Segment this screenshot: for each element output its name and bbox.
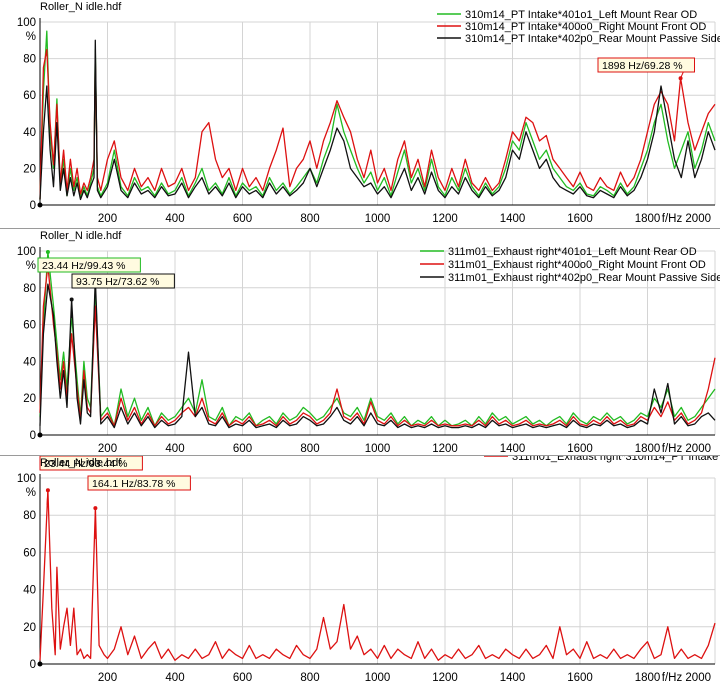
- annotation-label: 1898 Hz/69.28 %: [602, 60, 683, 72]
- y-tick-label: 80: [23, 54, 36, 66]
- x-tick-label: 1400: [500, 213, 526, 225]
- annotation-label: 93.75 Hz/73.62 %: [76, 276, 159, 288]
- annotation-marker: [679, 76, 683, 80]
- legend-label: 311m01_Exhaust right*401o1_Left Mount Re…: [448, 246, 697, 258]
- x-tick-label: 1800: [635, 672, 661, 684]
- y-axis-unit: %: [26, 260, 36, 272]
- legend-label: 311m01_Exhaust right*400o0_Right Mount F…: [448, 259, 706, 271]
- y-axis-unit: %: [26, 31, 36, 43]
- legend-label: 310m14_PT Intake*402p0_Rear Mount Passiv…: [465, 33, 720, 45]
- x-tick-label: 800: [300, 672, 319, 684]
- x-tick-label: 600: [233, 672, 252, 684]
- chart-title: Roller_N idle.hdf: [40, 1, 121, 13]
- legend-label: 311m01_Exhaust right*310m14_PT Intake: [512, 456, 718, 463]
- y-tick-label: 100: [17, 246, 36, 258]
- annotation-marker: [70, 298, 74, 302]
- x-tick-label: 800: [300, 443, 319, 455]
- x-tick-label: 1200: [432, 672, 458, 684]
- x-tick-label: 1600: [567, 672, 593, 684]
- y-tick-label: 60: [23, 547, 36, 559]
- x-tick-label: 1000: [365, 213, 391, 225]
- x-tick-label: 600: [233, 443, 252, 455]
- y-tick-label: 20: [23, 163, 36, 175]
- x-tick-label: 600: [233, 213, 252, 225]
- y-tick-label: 20: [23, 393, 36, 405]
- y-tick-label: 100: [17, 473, 36, 485]
- y-tick-label: 40: [23, 127, 36, 139]
- legend-label: 310m14_PT Intake*400o0_Right Mount Front…: [465, 21, 706, 33]
- x-tick-label: 1600: [567, 443, 593, 455]
- x-tick-label: f/Hz 2000: [662, 672, 711, 684]
- y-tick-label: 80: [23, 510, 36, 522]
- x-tick-label: 800: [300, 213, 319, 225]
- x-tick-label: f/Hz 2000: [662, 213, 711, 225]
- x-tick-label: 400: [165, 443, 184, 455]
- annotation-marker: [93, 506, 97, 510]
- annotation-marker: [46, 488, 50, 492]
- y-tick-label: 0: [30, 659, 36, 671]
- y-tick-label: 100: [17, 17, 36, 29]
- x-tick-label: 1600: [567, 213, 593, 225]
- annotation-label: 23.44 Hz/99.43 %: [42, 260, 125, 272]
- y-tick-label: 60: [23, 320, 36, 332]
- y-axis-unit: %: [26, 487, 36, 499]
- x-tick-label: f/Hz 2000: [662, 443, 711, 455]
- x-tick-label: 400: [165, 672, 184, 684]
- y-tick-label: 40: [23, 585, 36, 597]
- chart-title: Roller_N idle.hdf: [40, 230, 121, 242]
- x-tick-label: 1000: [365, 672, 391, 684]
- axis-origin-dot: [38, 203, 43, 208]
- y-tick-label: 80: [23, 283, 36, 295]
- x-tick-label: 1400: [500, 443, 526, 455]
- legend-label: 310m14_PT Intake*401o1_Left Mount Rear O…: [465, 9, 697, 21]
- x-tick-label: 1000: [365, 443, 391, 455]
- annotation-marker: [46, 250, 50, 254]
- y-tick-label: 0: [30, 430, 36, 442]
- x-tick-label: 1400: [500, 672, 526, 684]
- x-tick-label: 1200: [432, 443, 458, 455]
- legend-label: 311m01_Exhaust right*402p0_Rear Mount Pa…: [448, 272, 720, 284]
- x-tick-label: 200: [98, 672, 117, 684]
- chart-title: Roller_N idle.hdf: [40, 457, 121, 469]
- y-tick-label: 60: [23, 90, 36, 102]
- y-tick-label: 20: [23, 622, 36, 634]
- axis-origin-dot: [38, 662, 43, 667]
- x-tick-label: 1800: [635, 213, 661, 225]
- y-tick-label: 0: [30, 200, 36, 212]
- x-tick-label: 1800: [635, 443, 661, 455]
- annotation-label: 164.1 Hz/83.78 %: [92, 478, 175, 490]
- y-tick-label: 40: [23, 356, 36, 368]
- x-tick-label: 200: [98, 443, 117, 455]
- x-tick-label: 400: [165, 213, 184, 225]
- x-tick-label: 1200: [432, 213, 458, 225]
- axis-origin-dot: [38, 433, 43, 438]
- x-tick-label: 200: [98, 213, 117, 225]
